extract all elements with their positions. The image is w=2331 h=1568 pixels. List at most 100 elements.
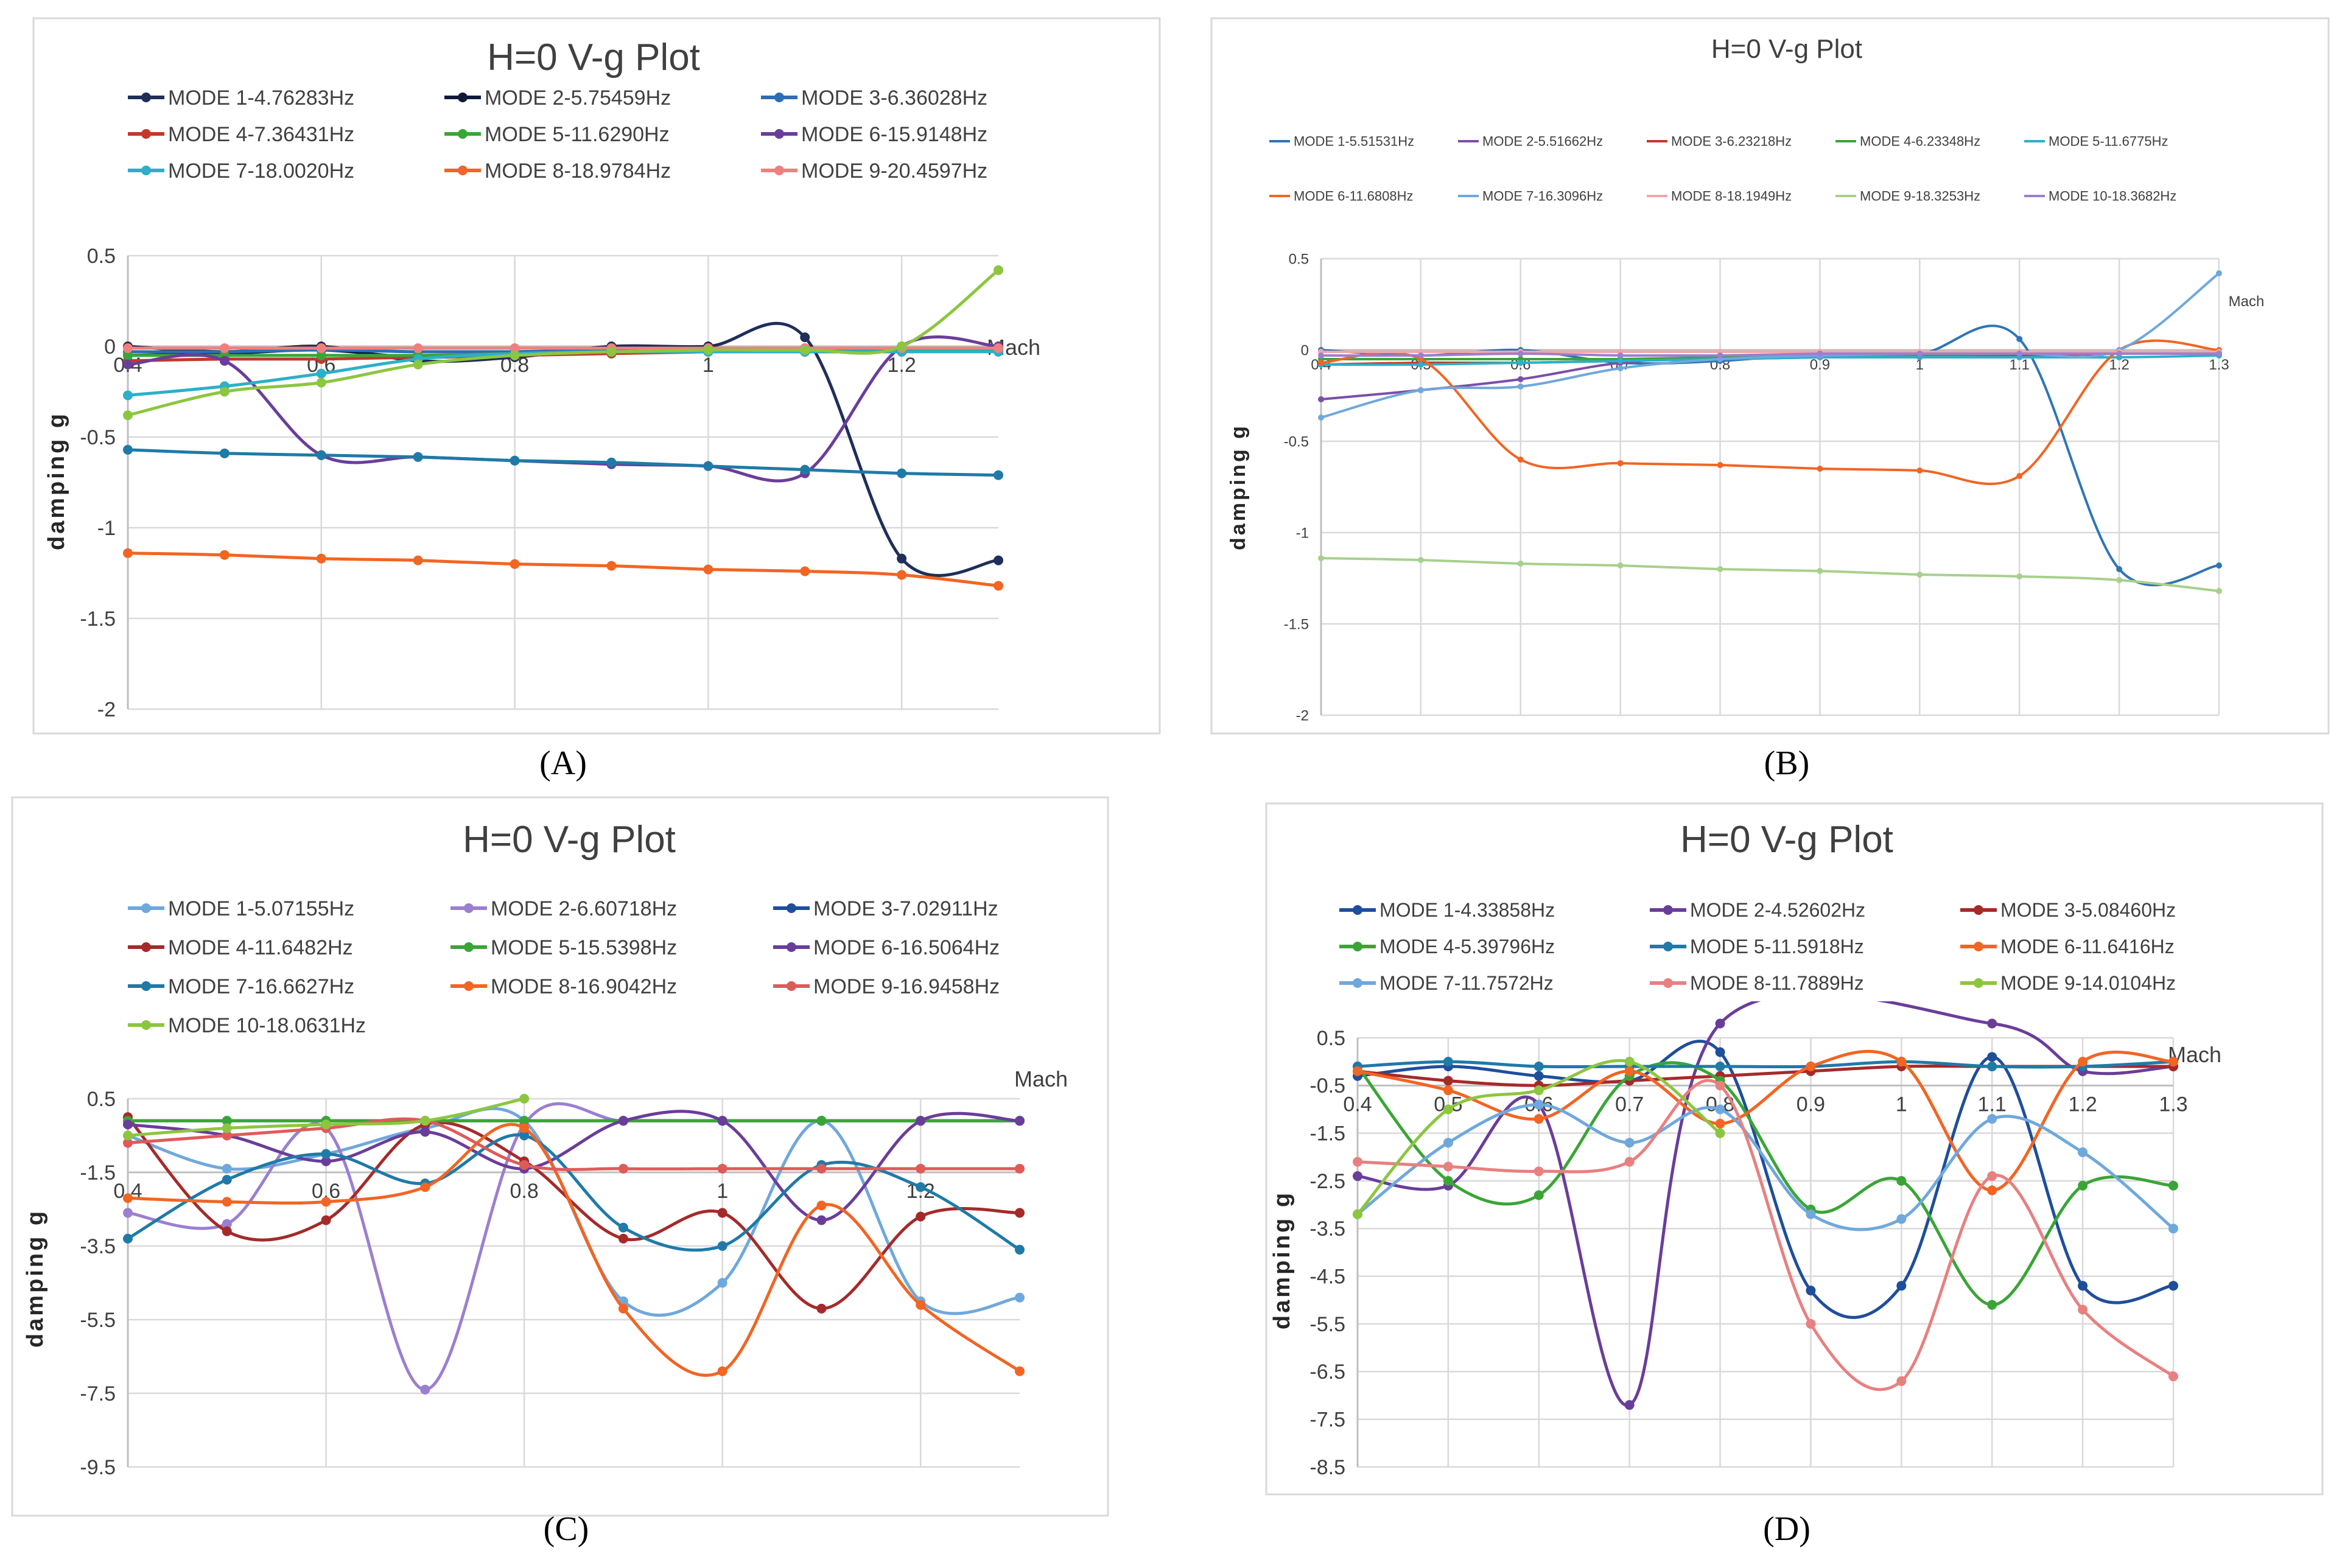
- legend-label: MODE 4-6.23348Hz: [1860, 134, 1980, 149]
- legend-label: MODE 5-11.6775Hz: [2049, 134, 2168, 149]
- data-point: [510, 559, 520, 569]
- data-point: [994, 581, 1003, 591]
- data-point: [1624, 1138, 1635, 1148]
- data-point: [1624, 1157, 1635, 1167]
- data-point: [1517, 351, 1524, 357]
- legend-item: MODE 5-11.6290Hz: [444, 123, 670, 146]
- data-point: [2016, 573, 2023, 579]
- legend-label: MODE 7-11.7572Hz: [1379, 972, 1554, 994]
- y-tick-label: -3.5: [1309, 1217, 1345, 1241]
- data-point: [1617, 460, 1624, 466]
- y-tick-label: -6.5: [1309, 1360, 1345, 1384]
- legend-item: MODE 4-7.36431Hz: [128, 123, 354, 146]
- data-point: [1916, 351, 1923, 357]
- legend-item: MODE 10-18.3682Hz: [2024, 189, 2176, 204]
- data-point: [222, 1175, 232, 1185]
- data-point: [1806, 1286, 1816, 1296]
- series-line: [126, 1122, 1022, 1377]
- data-point: [1916, 467, 1923, 474]
- data-point: [1617, 562, 1624, 569]
- data-point: [321, 1149, 331, 1159]
- data-point: [1987, 1300, 1997, 1310]
- x-tick-label: 1: [1916, 357, 1924, 373]
- data-point: [703, 461, 713, 471]
- x-tick-label: 1.2: [887, 354, 916, 377]
- legend-item: MODE 1-4.76283Hz: [128, 86, 354, 110]
- y-tick-label: -7.5: [80, 1382, 116, 1405]
- y-tick-label: 0: [1301, 342, 1309, 359]
- x-tick-label: 1: [703, 354, 714, 377]
- legend-label: MODE 8-11.7889Hz: [1690, 972, 1864, 994]
- legend-item: MODE 5-11.6775Hz: [2024, 134, 2168, 149]
- data-point: [1015, 1163, 1025, 1174]
- data-point: [1318, 396, 1324, 402]
- legend-label: MODE 2-5.75459Hz: [485, 86, 671, 110]
- legend-item: MODE 9-20.4597Hz: [761, 159, 987, 183]
- data-point: [2168, 1180, 2178, 1191]
- data-point: [1417, 352, 1424, 359]
- series-line: [126, 268, 1000, 417]
- legend-label: MODE 5-11.5918Hz: [1690, 936, 1864, 957]
- y-tick-label: -1.5: [1309, 1122, 1345, 1146]
- legend-item: MODE 7-16.6627Hz: [128, 975, 354, 998]
- panel-caption: (A): [539, 744, 587, 782]
- legend-item: MODE 8-18.1949Hz: [1647, 189, 1792, 204]
- series-line: [1356, 1079, 2175, 1391]
- data-point: [618, 1303, 628, 1314]
- data-point: [994, 470, 1003, 480]
- data-point: [519, 1094, 530, 1104]
- data-point: [717, 1116, 727, 1126]
- series-line: [126, 1133, 1022, 1252]
- y-tick-label: -1.5: [80, 1161, 116, 1185]
- data-point: [703, 345, 713, 355]
- legend-item: MODE 8-18.9784Hz: [444, 159, 671, 183]
- data-point: [1015, 1366, 1025, 1376]
- y-tick-label: -2: [97, 698, 116, 721]
- data-point: [1817, 466, 1823, 472]
- y-tick-label: -1.5: [1284, 616, 1309, 632]
- legend-label: MODE 3-7.02911Hz: [813, 897, 998, 920]
- legend-label: MODE 2-6.60718Hz: [491, 897, 677, 920]
- data-point: [618, 1116, 628, 1126]
- data-point: [123, 350, 133, 360]
- data-point: [1617, 352, 1624, 359]
- data-point: [1717, 566, 1723, 572]
- data-point: [2168, 1223, 2178, 1234]
- series-line: [126, 1110, 1022, 1222]
- data-point: [222, 1116, 232, 1126]
- y-axis-title: damping g: [44, 411, 69, 550]
- data-point: [1916, 572, 1923, 578]
- data-point: [420, 1127, 430, 1137]
- data-point: [1715, 1104, 1725, 1115]
- panel-c: H=0 V-g Plot MODE 1-5.07155Hz MODE 2-6.607…: [11, 796, 1109, 1548]
- legend-marker: [141, 942, 151, 952]
- legend-item: MODE 3-7.02911Hz: [773, 897, 998, 920]
- data-point: [219, 343, 230, 353]
- data-point: [618, 1163, 628, 1174]
- data-point: [1624, 1400, 1635, 1410]
- series-line: [1356, 1049, 2175, 1192]
- legend-label: MODE 6-11.6808Hz: [1294, 189, 1413, 204]
- data-point: [618, 1233, 628, 1244]
- data-point: [1817, 568, 1823, 574]
- data-point: [1353, 1066, 1362, 1076]
- panel-frame: [1210, 17, 2330, 735]
- data-point: [1806, 1209, 1816, 1219]
- data-point: [717, 1278, 727, 1288]
- data-point: [1617, 358, 1624, 364]
- x-tick-label: 0.9: [1796, 1093, 1825, 1116]
- data-point: [1717, 462, 1723, 468]
- y-tick-label: 0: [104, 335, 116, 359]
- legend-label: MODE 6-16.5064Hz: [813, 936, 1000, 959]
- data-point: [123, 390, 133, 401]
- data-point: [413, 359, 423, 369]
- legend-marker: [141, 93, 151, 102]
- data-point: [519, 1123, 530, 1133]
- data-point: [1896, 1281, 1907, 1291]
- y-tick-label: 0.5: [1289, 251, 1309, 267]
- legend-item: MODE 3-6.23218Hz: [1647, 134, 1792, 149]
- legend-item: MODE 3-5.08460Hz: [1960, 899, 2176, 921]
- legend-label: MODE 7-18.0020Hz: [168, 159, 354, 183]
- data-point: [1443, 1161, 1453, 1172]
- data-point: [123, 444, 133, 455]
